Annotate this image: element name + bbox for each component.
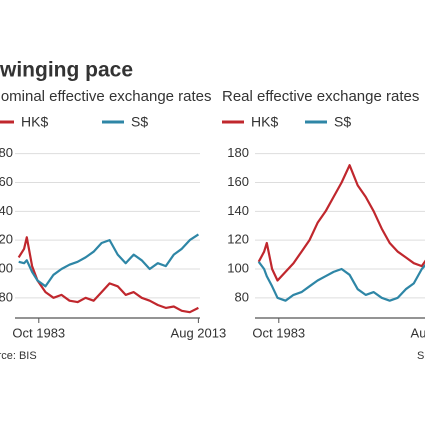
legend-label: S$	[131, 114, 148, 130]
y-tick-label: 80	[235, 289, 249, 304]
series-line	[257, 164, 425, 282]
legend-label: S$	[334, 114, 351, 130]
y-tick-label: 120	[0, 232, 13, 247]
source: Source: BIS	[0, 350, 37, 362]
y-tick-label: 140	[227, 203, 249, 218]
credit: SCMP	[417, 350, 425, 362]
y-tick-label: 120	[227, 232, 249, 247]
x-tick-label: Oct 1983	[12, 325, 65, 340]
page-title: Swinging pace	[0, 59, 133, 82]
series-line	[18, 233, 200, 288]
y-tick-label: 80	[0, 289, 13, 304]
x-tick-label: Aug 2013	[171, 325, 227, 340]
y-tick-label: 100	[227, 260, 249, 275]
series-line	[257, 261, 425, 302]
x-tick-label: Oct 1983	[252, 325, 305, 340]
chart-subtitle: Nominal effective exchange rates	[0, 88, 212, 105]
x-tick-label: Aug 2013	[411, 325, 425, 340]
y-tick-label: 100	[0, 260, 13, 275]
y-tick-label: 140	[0, 203, 13, 218]
series-line	[17, 236, 199, 314]
y-tick-label: 160	[0, 174, 13, 189]
chart-subtitle: Real effective exchange rates	[222, 88, 419, 105]
y-tick-label: 160	[227, 174, 249, 189]
legend-label: HK$	[21, 114, 48, 130]
legend-label: HK$	[251, 114, 278, 130]
y-tick-label: 180	[227, 145, 249, 160]
y-tick-label: 180	[0, 145, 13, 160]
